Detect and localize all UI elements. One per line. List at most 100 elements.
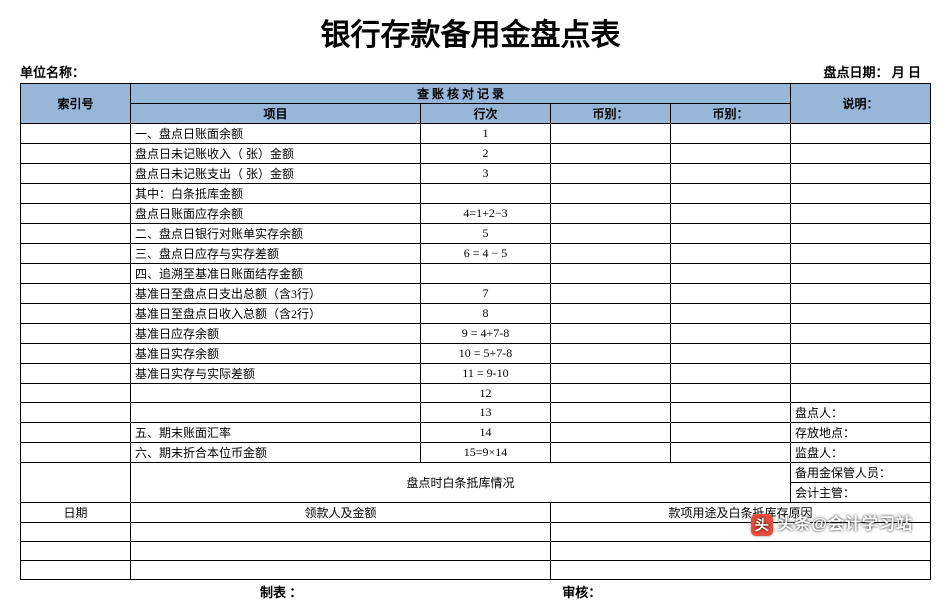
val-cell	[551, 443, 671, 463]
note-cell	[791, 224, 931, 244]
idx-cell	[21, 324, 131, 344]
val-cell	[671, 324, 791, 344]
note-cell: 盘点人：	[791, 403, 931, 423]
val-cell	[551, 244, 671, 264]
val-cell	[551, 144, 671, 164]
note-cell	[791, 144, 931, 164]
val-cell	[551, 423, 671, 443]
note-cell: 会计主管：	[791, 483, 931, 503]
idx-cell	[21, 204, 131, 224]
proj-cell: 基准日至盘点日收入总额（含2行）	[131, 304, 421, 324]
idx-cell	[21, 384, 131, 403]
val-cell	[671, 284, 791, 304]
proj-cell: 五、期末账面汇率	[131, 423, 421, 443]
line-cell: 13	[421, 403, 551, 423]
watermark: 头头条@会计学习站	[751, 510, 913, 536]
s2-cell	[21, 561, 131, 580]
hdr-line: 行次	[421, 104, 551, 124]
main-table: 索引号 查 账 核 对 记 录 说明： 项目 行次 币别： 币别： 一、盘点日账…	[20, 83, 931, 580]
idx-cell	[21, 184, 131, 204]
val-cell	[551, 184, 671, 204]
val-cell	[671, 443, 791, 463]
s2-cell	[21, 523, 131, 542]
section2-left	[21, 463, 131, 503]
val-cell	[551, 364, 671, 384]
line-cell: 11 = 9-10	[421, 364, 551, 384]
line-cell	[421, 184, 551, 204]
val-cell	[671, 384, 791, 403]
proj-cell: 基准日实存余额	[131, 344, 421, 364]
idx-cell	[21, 164, 131, 184]
maker-label: 制表 ：	[260, 582, 302, 601]
s2-cell	[131, 561, 551, 580]
val-cell	[671, 164, 791, 184]
section2-title: 盘点时白条抵库情况	[131, 463, 791, 503]
meta-row: 单位名称： 盘点日期： 月 日	[20, 62, 921, 81]
proj-cell: 一、盘点日账面余额	[131, 124, 421, 144]
watermark-icon: 头	[751, 514, 773, 536]
hdr-note: 说明：	[791, 84, 931, 124]
s2-cell	[551, 561, 931, 580]
hdr-record: 查 账 核 对 记 录	[131, 84, 791, 104]
line-cell: 1	[421, 124, 551, 144]
line-cell: 4=1+2−3	[421, 204, 551, 224]
footer-row: 制表 ： 审核：	[20, 582, 921, 601]
note-cell	[791, 284, 931, 304]
note-cell	[791, 304, 931, 324]
val-cell	[551, 224, 671, 244]
proj-cell: 六、期末折合本位币金额	[131, 443, 421, 463]
line-cell: 8	[421, 304, 551, 324]
note-cell	[791, 164, 931, 184]
note-cell	[791, 204, 931, 224]
note-cell	[791, 384, 931, 403]
val-cell	[671, 204, 791, 224]
date-label: 盘点日期： 月 日	[823, 62, 921, 81]
s2-cell	[131, 523, 551, 542]
line-cell: 7	[421, 284, 551, 304]
proj-cell: 基准日实存与实际差额	[131, 364, 421, 384]
note-cell: 监盘人：	[791, 443, 931, 463]
idx-cell	[21, 304, 131, 324]
val-cell	[671, 403, 791, 423]
val-cell	[671, 224, 791, 244]
proj-cell	[131, 403, 421, 423]
note-cell	[791, 184, 931, 204]
val-cell	[671, 344, 791, 364]
idx-cell	[21, 443, 131, 463]
idx-cell	[21, 144, 131, 164]
val-cell	[551, 403, 671, 423]
proj-cell: 三、盘点日应存与实存差额	[131, 244, 421, 264]
val-cell	[551, 324, 671, 344]
idx-cell	[21, 344, 131, 364]
proj-cell: 二、盘点日银行对账单实存余额	[131, 224, 421, 244]
line-cell: 6 = 4 − 5	[421, 244, 551, 264]
hdr-currency1: 币别：	[551, 104, 671, 124]
val-cell	[671, 304, 791, 324]
note-cell	[791, 364, 931, 384]
idx-cell	[21, 264, 131, 284]
line-cell: 5	[421, 224, 551, 244]
val-cell	[671, 244, 791, 264]
watermark-text: 头条@会计学习站	[777, 516, 913, 533]
proj-cell	[131, 384, 421, 403]
val-cell	[551, 164, 671, 184]
proj-cell: 基准日至盘点日支出总额（含3行）	[131, 284, 421, 304]
val-cell	[551, 204, 671, 224]
idx-cell	[21, 423, 131, 443]
idx-cell	[21, 403, 131, 423]
note-cell	[791, 264, 931, 284]
line-cell: 2	[421, 144, 551, 164]
idx-cell	[21, 284, 131, 304]
line-cell: 12	[421, 384, 551, 403]
hdr-project: 项目	[131, 104, 421, 124]
s2-cell	[131, 542, 551, 561]
val-cell	[671, 184, 791, 204]
proj-cell: 四、追溯至基准日账面结存金额	[131, 264, 421, 284]
val-cell	[671, 124, 791, 144]
val-cell	[671, 264, 791, 284]
line-cell: 15=9×14	[421, 443, 551, 463]
line-cell	[421, 264, 551, 284]
s2-cell	[21, 542, 131, 561]
idx-cell	[21, 224, 131, 244]
val-cell	[671, 144, 791, 164]
